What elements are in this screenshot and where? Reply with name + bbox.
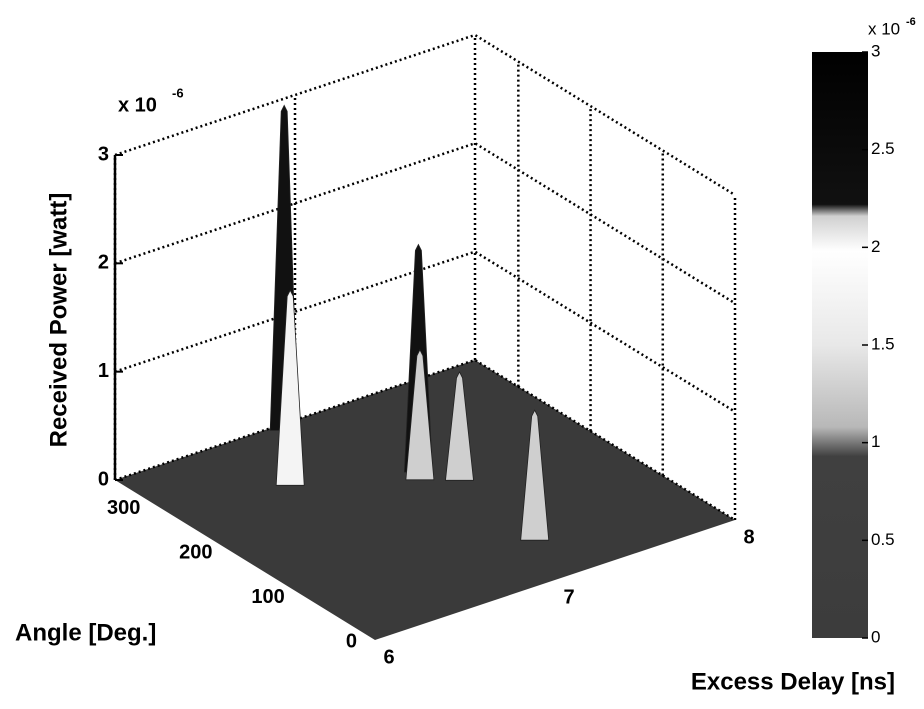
colorbar-tick-label: 2.5: [871, 139, 895, 158]
x-tick-label: 300: [107, 497, 140, 519]
z-scale-exponent: -6: [172, 85, 184, 100]
colorbar-tick-label: 1: [871, 432, 880, 451]
z-tick-label: 2: [98, 252, 109, 274]
y-tick-label: 8: [743, 526, 754, 548]
grid-line: [114, 250, 736, 413]
x-axis-label: Angle [Deg.]: [15, 619, 156, 646]
z-axis-label: Received Power [watt]: [45, 193, 72, 448]
x-tick-label: 0: [346, 630, 357, 652]
z-tick-label: 1: [98, 360, 109, 382]
z-scale-label: x 10: [118, 94, 157, 116]
colorbar-tick-label: 2: [871, 237, 880, 256]
colorbar-tick-label: 0: [871, 627, 880, 646]
colorbar-scale-exponent: -6: [906, 16, 916, 28]
plot-area: [113, 33, 737, 640]
grid-line: [114, 141, 736, 305]
x-tick-label: 200: [179, 541, 212, 563]
colorbar-scale-label: x 10: [868, 19, 900, 38]
surface-peak: [520, 409, 550, 541]
x-tick-label: 100: [251, 586, 284, 608]
surface-peak: [445, 371, 474, 481]
surface-peak: [275, 289, 305, 486]
y-axis-label: Excess Delay [ns]: [691, 668, 895, 695]
surface-peak: [405, 348, 435, 481]
colorbar-tick-label: 3: [871, 41, 880, 60]
colorbar-tick-label: 0.5: [871, 530, 895, 549]
y-tick-label: 6: [383, 646, 394, 668]
colorbar: [812, 52, 868, 638]
grid-line: [114, 33, 736, 197]
colorbar-tick-label: 1.5: [871, 334, 895, 353]
grid-line: [114, 358, 736, 522]
y-tick-label: 7: [563, 586, 574, 608]
z-tick-label: 0: [98, 468, 109, 490]
z-tick-label: 3: [98, 143, 109, 165]
